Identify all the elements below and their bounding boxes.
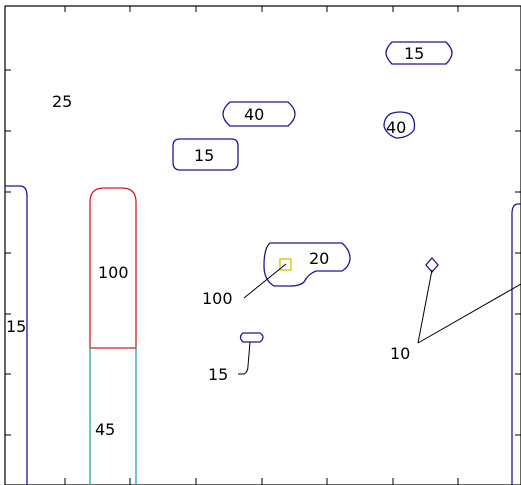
annotation-2: 100 [202,289,233,308]
contour-loop-3 [383,111,416,139]
leader-lines [238,263,521,375]
contour-left-edge [5,185,28,485]
contour-label-3: 40 [386,118,406,137]
contour-label-1: 15 [404,44,424,63]
ticks-left [5,69,11,436]
annotation-3: 15 [208,365,228,384]
contour-loop-5 [263,242,351,287]
contour-label-4: 15 [194,146,214,165]
contour-loop-1 [385,41,453,65]
annotations: 25 100 15 10 15 [6,92,410,384]
yellow-marker [279,258,292,271]
contour-right-edge [511,203,521,485]
contour-loop-4 [172,138,239,171]
contour-label-6: 100 [98,263,129,282]
annotation-5: 15 [6,317,26,336]
contour-label-2: 40 [244,105,264,124]
ticks-top [64,6,459,12]
contour-label-7: 45 [95,420,115,439]
contour-red-column [89,187,137,349]
annotation-1: 25 [52,92,72,111]
ticks-right [515,69,521,436]
contour-loop-2 [222,101,296,127]
contour-cyan-column [89,348,137,485]
plot-frame [4,5,521,485]
ticks-bottom [64,478,459,485]
annotation-4: 10 [390,344,410,363]
contour-labels: 15 40 40 15 20 100 45 [95,44,424,439]
contour-label-5: 20 [309,249,329,268]
contour-loop-6 [239,332,264,343]
